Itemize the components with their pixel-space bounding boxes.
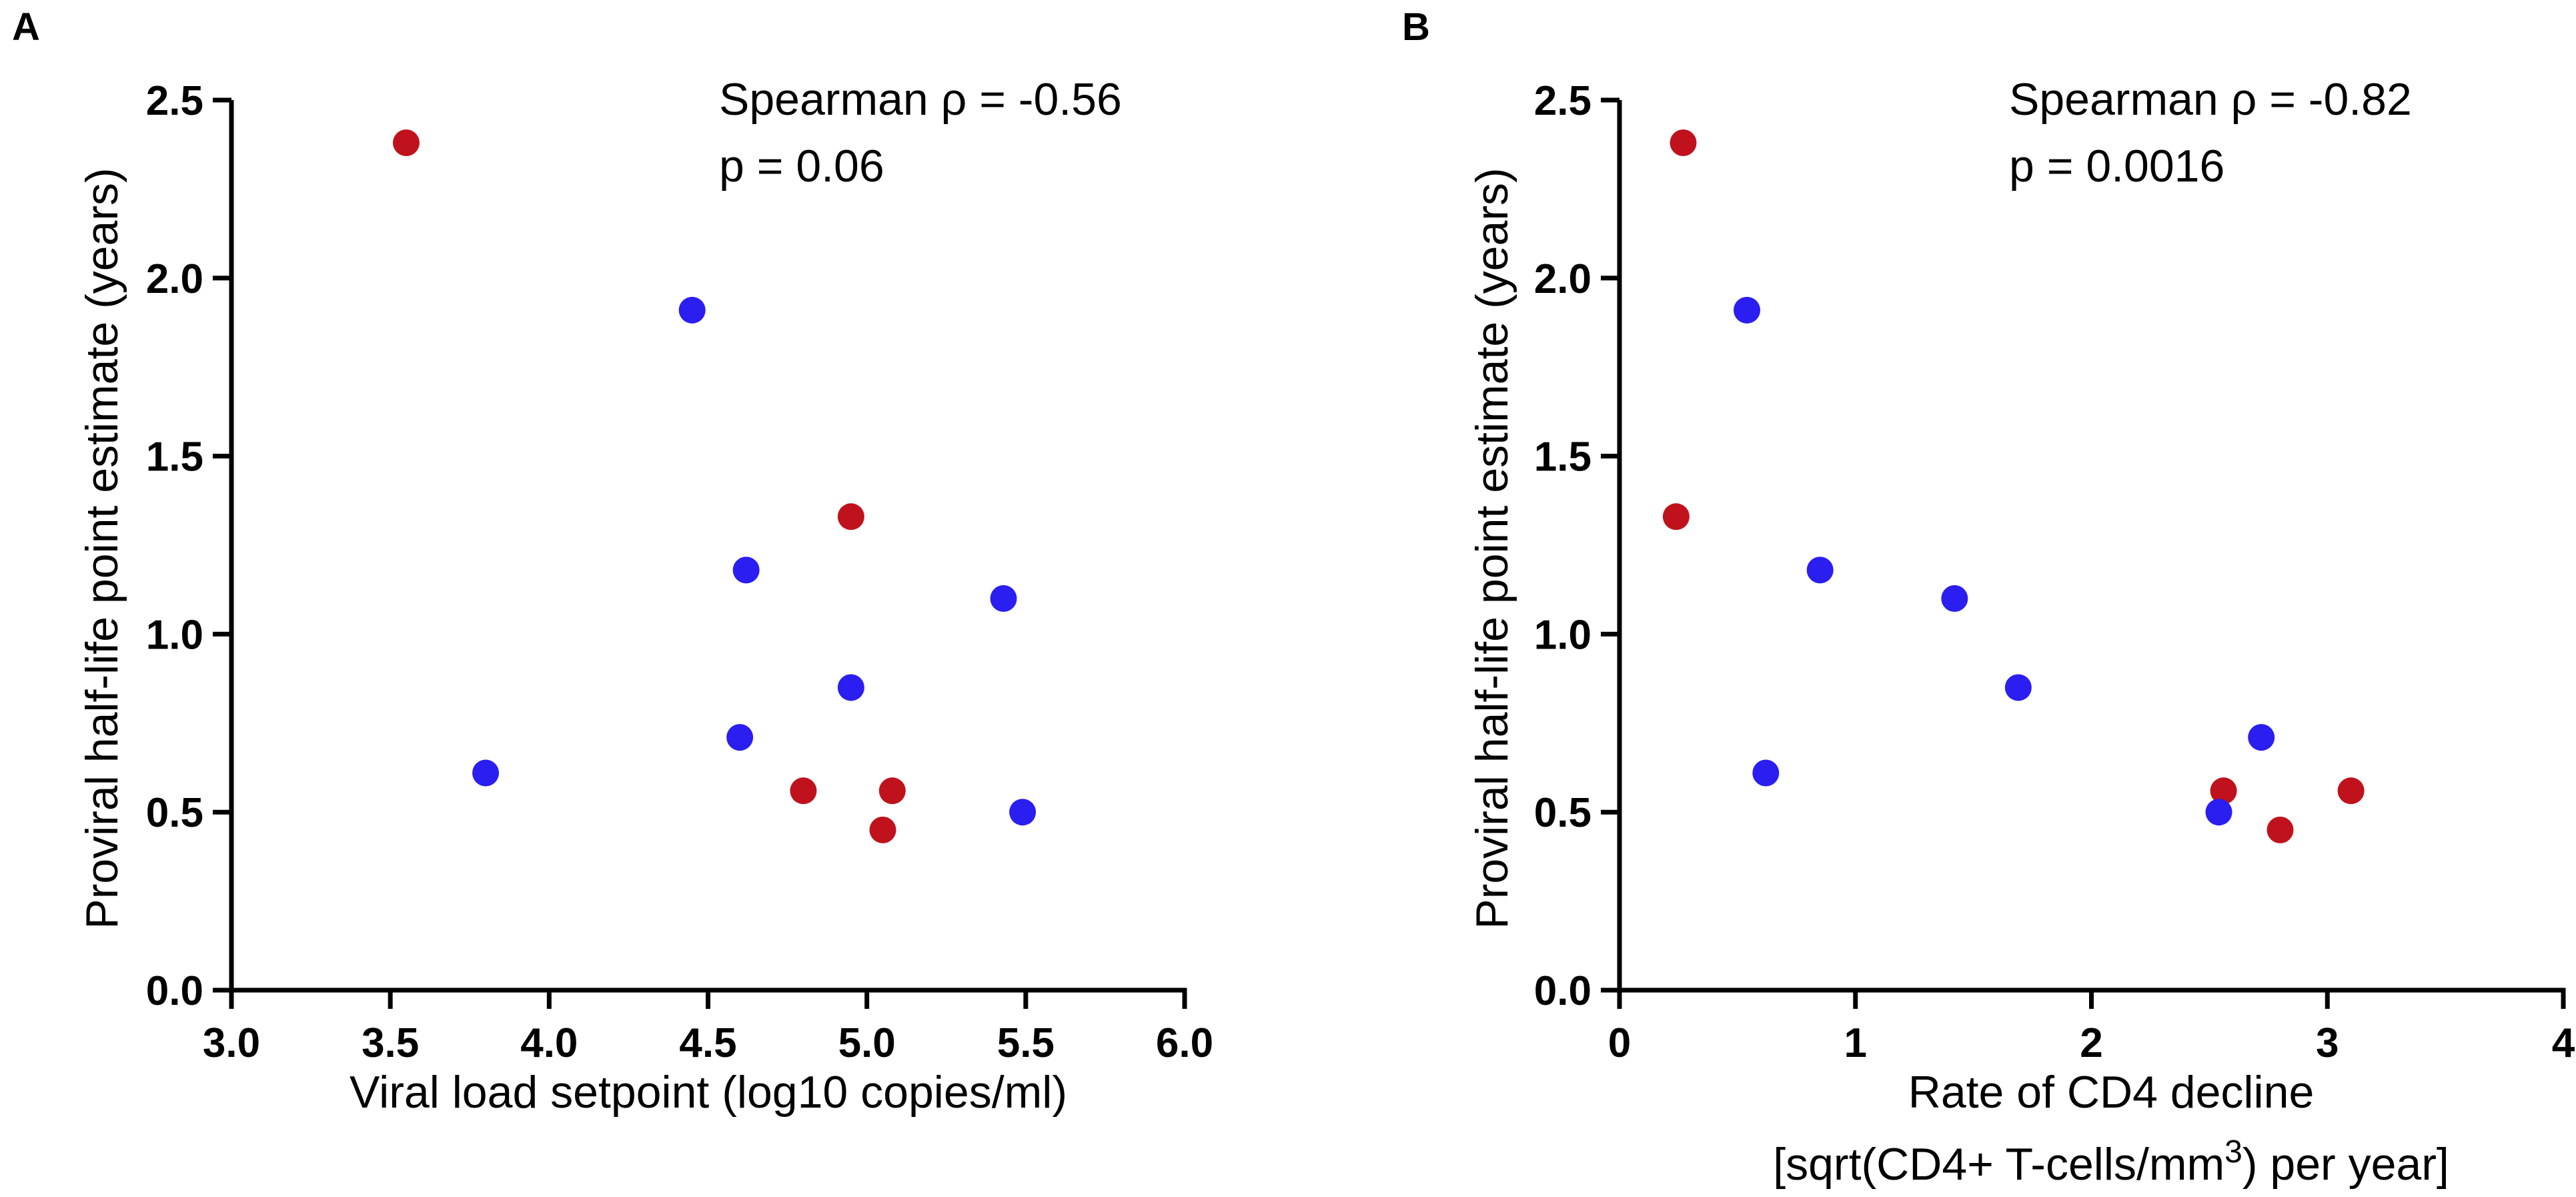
point-red-a xyxy=(878,777,906,805)
x-tick-label-a: 5.0 xyxy=(838,1020,896,1066)
annotation-p-value-b: p = 0.0016 xyxy=(2009,141,2224,191)
point-blue-b xyxy=(1752,759,1780,787)
y-tick-label-a: 2.0 xyxy=(146,256,203,302)
point-blue-a xyxy=(472,759,500,787)
x-axis-label-b: Rate of CD4 decline xyxy=(1908,1067,2315,1118)
point-red-a xyxy=(790,777,817,805)
y-tick-label-a: 1.0 xyxy=(146,612,203,658)
annotation-spearman-a: Spearman ρ = -0.56 xyxy=(719,74,1122,125)
point-blue-a xyxy=(990,585,1017,613)
x-tick-label-a: 6.0 xyxy=(1156,1020,1213,1066)
point-red-a xyxy=(392,129,420,157)
y-axis-label-b: Proviral half-life point estimate (years… xyxy=(1467,167,1517,929)
annotation-spearman-b: Spearman ρ = -0.82 xyxy=(2009,74,2412,125)
point-blue-b xyxy=(2004,674,2032,701)
panel-label-a: A xyxy=(12,5,40,49)
point-blue-a xyxy=(726,724,754,751)
point-blue-b xyxy=(1734,296,1761,324)
y-tick-label-a: 1.5 xyxy=(146,434,203,480)
point-blue-a xyxy=(732,556,760,584)
x-tick-label-a: 5.5 xyxy=(997,1020,1055,1066)
y-tick-label-b: 0.0 xyxy=(1534,968,1591,1014)
point-blue-a xyxy=(678,296,706,324)
point-red-b xyxy=(1662,503,1690,530)
panel-b: B 0 1 2 3 4 0.0 0.5 1.0 1.5 2.0 2.5 Spearman ρ = -… xyxy=(1402,5,2575,1190)
point-red-b xyxy=(1670,129,1697,157)
point-blue-b xyxy=(1806,556,1834,584)
point-blue-b xyxy=(2205,799,2232,826)
x-tick-label-b: 4 xyxy=(2552,1020,2575,1066)
panel-a: A 3.0 3.5 4.0 4.5 5.0 5.5 6.0 0.0 0.5 1.0 1.5 2.0 2.… xyxy=(12,5,1213,1118)
y-tick-label-a: 0.0 xyxy=(146,968,203,1014)
plot-area-a: 3.0 3.5 4.0 4.5 5.0 5.5 6.0 0.0 0.5 1.0 1.5 2.0 2.5 xyxy=(146,78,1213,1066)
y-tick-label-a: 2.5 xyxy=(146,78,203,124)
annotation-p-value-a: p = 0.06 xyxy=(719,141,884,191)
point-red-b xyxy=(2337,777,2365,805)
point-blue-a xyxy=(837,674,864,701)
point-blue-a xyxy=(1009,799,1037,826)
x-tick-label-b: 0 xyxy=(1608,1020,1631,1066)
y-tick-label-b: 2.5 xyxy=(1534,78,1591,124)
x-axis-label-b-line2: [sqrt(CD4+ T-cells/mm3) per year] xyxy=(1773,1134,2449,1190)
x-axis-label-a: Viral load setpoint (log10 copies/ml) xyxy=(350,1067,1067,1118)
point-red-b xyxy=(2267,816,2294,843)
point-red-a xyxy=(837,503,864,530)
x-axis-label-b-line2-main: [sqrt(CD4+ T-cells/mm xyxy=(1773,1139,2224,1190)
plot-area-b: 0 1 2 3 4 0.0 0.5 1.0 1.5 2.0 2.5 xyxy=(1534,78,2575,1066)
point-red-b xyxy=(2210,777,2237,805)
y-tick-label-b: 2.0 xyxy=(1534,256,1591,302)
x-axis-label-b-superscript: 3 xyxy=(2224,1134,2242,1170)
point-blue-b xyxy=(1941,585,1968,613)
panel-label-b: B xyxy=(1402,5,1430,49)
y-tick-label-b: 1.5 xyxy=(1534,434,1591,480)
x-tick-label-a: 4.5 xyxy=(679,1020,736,1066)
y-axis-label-a: Proviral half-life point estimate (years… xyxy=(77,167,127,929)
x-tick-label-a: 3.0 xyxy=(203,1020,260,1066)
x-tick-label-b: 3 xyxy=(2316,1020,2339,1066)
point-blue-b xyxy=(2248,724,2275,751)
point-red-a xyxy=(869,816,896,843)
x-axis-label-b-line2-tail: ) per year] xyxy=(2242,1139,2449,1190)
x-tick-label-b: 2 xyxy=(2080,1020,2102,1066)
y-tick-label-b: 1.0 xyxy=(1534,612,1591,658)
y-tick-label-a: 0.5 xyxy=(146,790,203,836)
x-tick-label-b: 1 xyxy=(1844,1020,1867,1066)
x-tick-label-a: 3.5 xyxy=(362,1020,419,1066)
y-tick-label-b: 0.5 xyxy=(1534,790,1591,836)
x-tick-label-a: 4.0 xyxy=(520,1020,578,1066)
